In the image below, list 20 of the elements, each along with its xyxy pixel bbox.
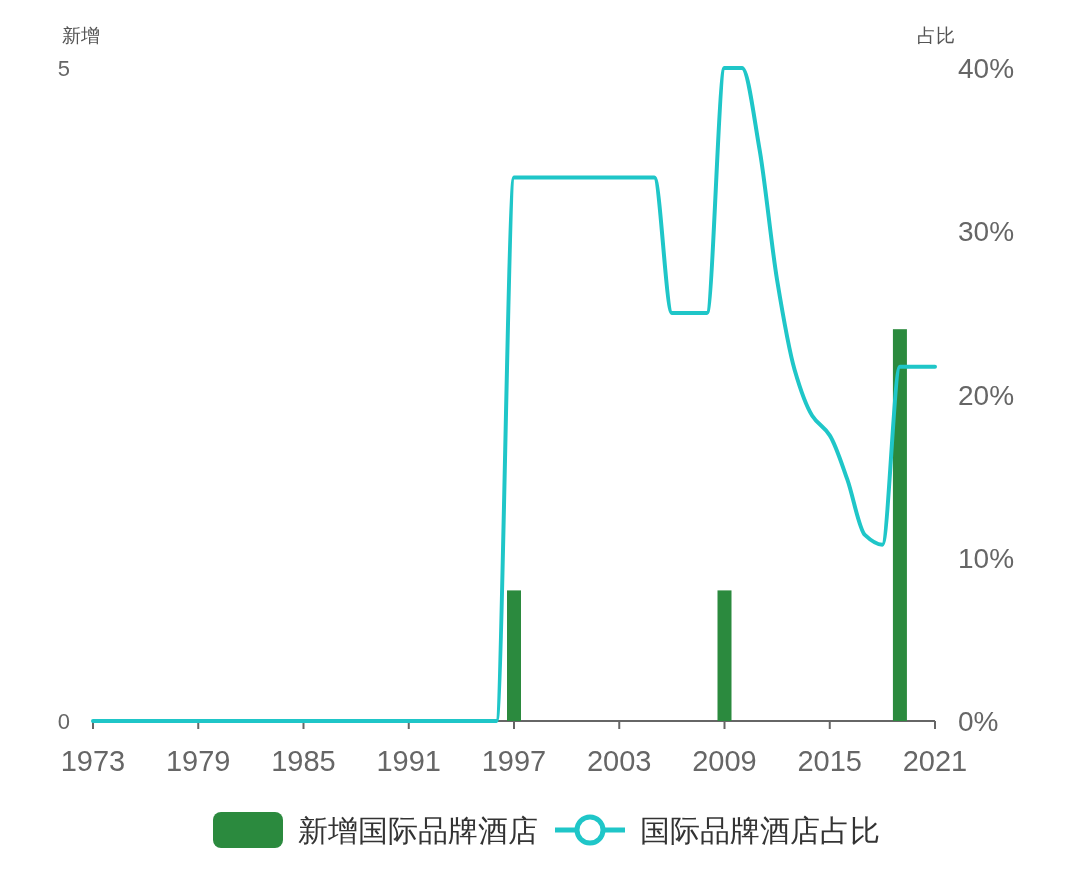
x-tick-label: 2003 [586, 745, 652, 777]
y2-tick-label: 0% [958, 706, 999, 737]
x-tick-label: 1997 [481, 745, 547, 777]
x-tick-label: 1985 [271, 745, 336, 777]
y2-axis-title: 占比 [917, 25, 955, 46]
y-tick-label: 5 [57, 56, 70, 81]
x-tick-label: 1973 [60, 745, 126, 777]
x-tick-label: 1991 [376, 745, 442, 777]
x-tick-label: 1979 [165, 745, 231, 777]
y2-tick-label: 30% [958, 216, 1015, 248]
legend-label: 国际品牌酒店占比 [640, 814, 880, 847]
y2-tick-label: 40% [958, 53, 1015, 84]
y2-tick-label: 20% [958, 379, 1015, 411]
y2-tick-label: 10% [958, 542, 1015, 574]
y-axis-title: 新增 [62, 25, 100, 46]
legend-label: 新增国际品牌酒店 [298, 814, 538, 847]
x-tick-label: 2015 [797, 745, 863, 777]
x-tick-label: 2021 [902, 745, 968, 777]
y-tick-label: 0 [57, 709, 70, 734]
x-tick-label: 2009 [692, 745, 757, 777]
